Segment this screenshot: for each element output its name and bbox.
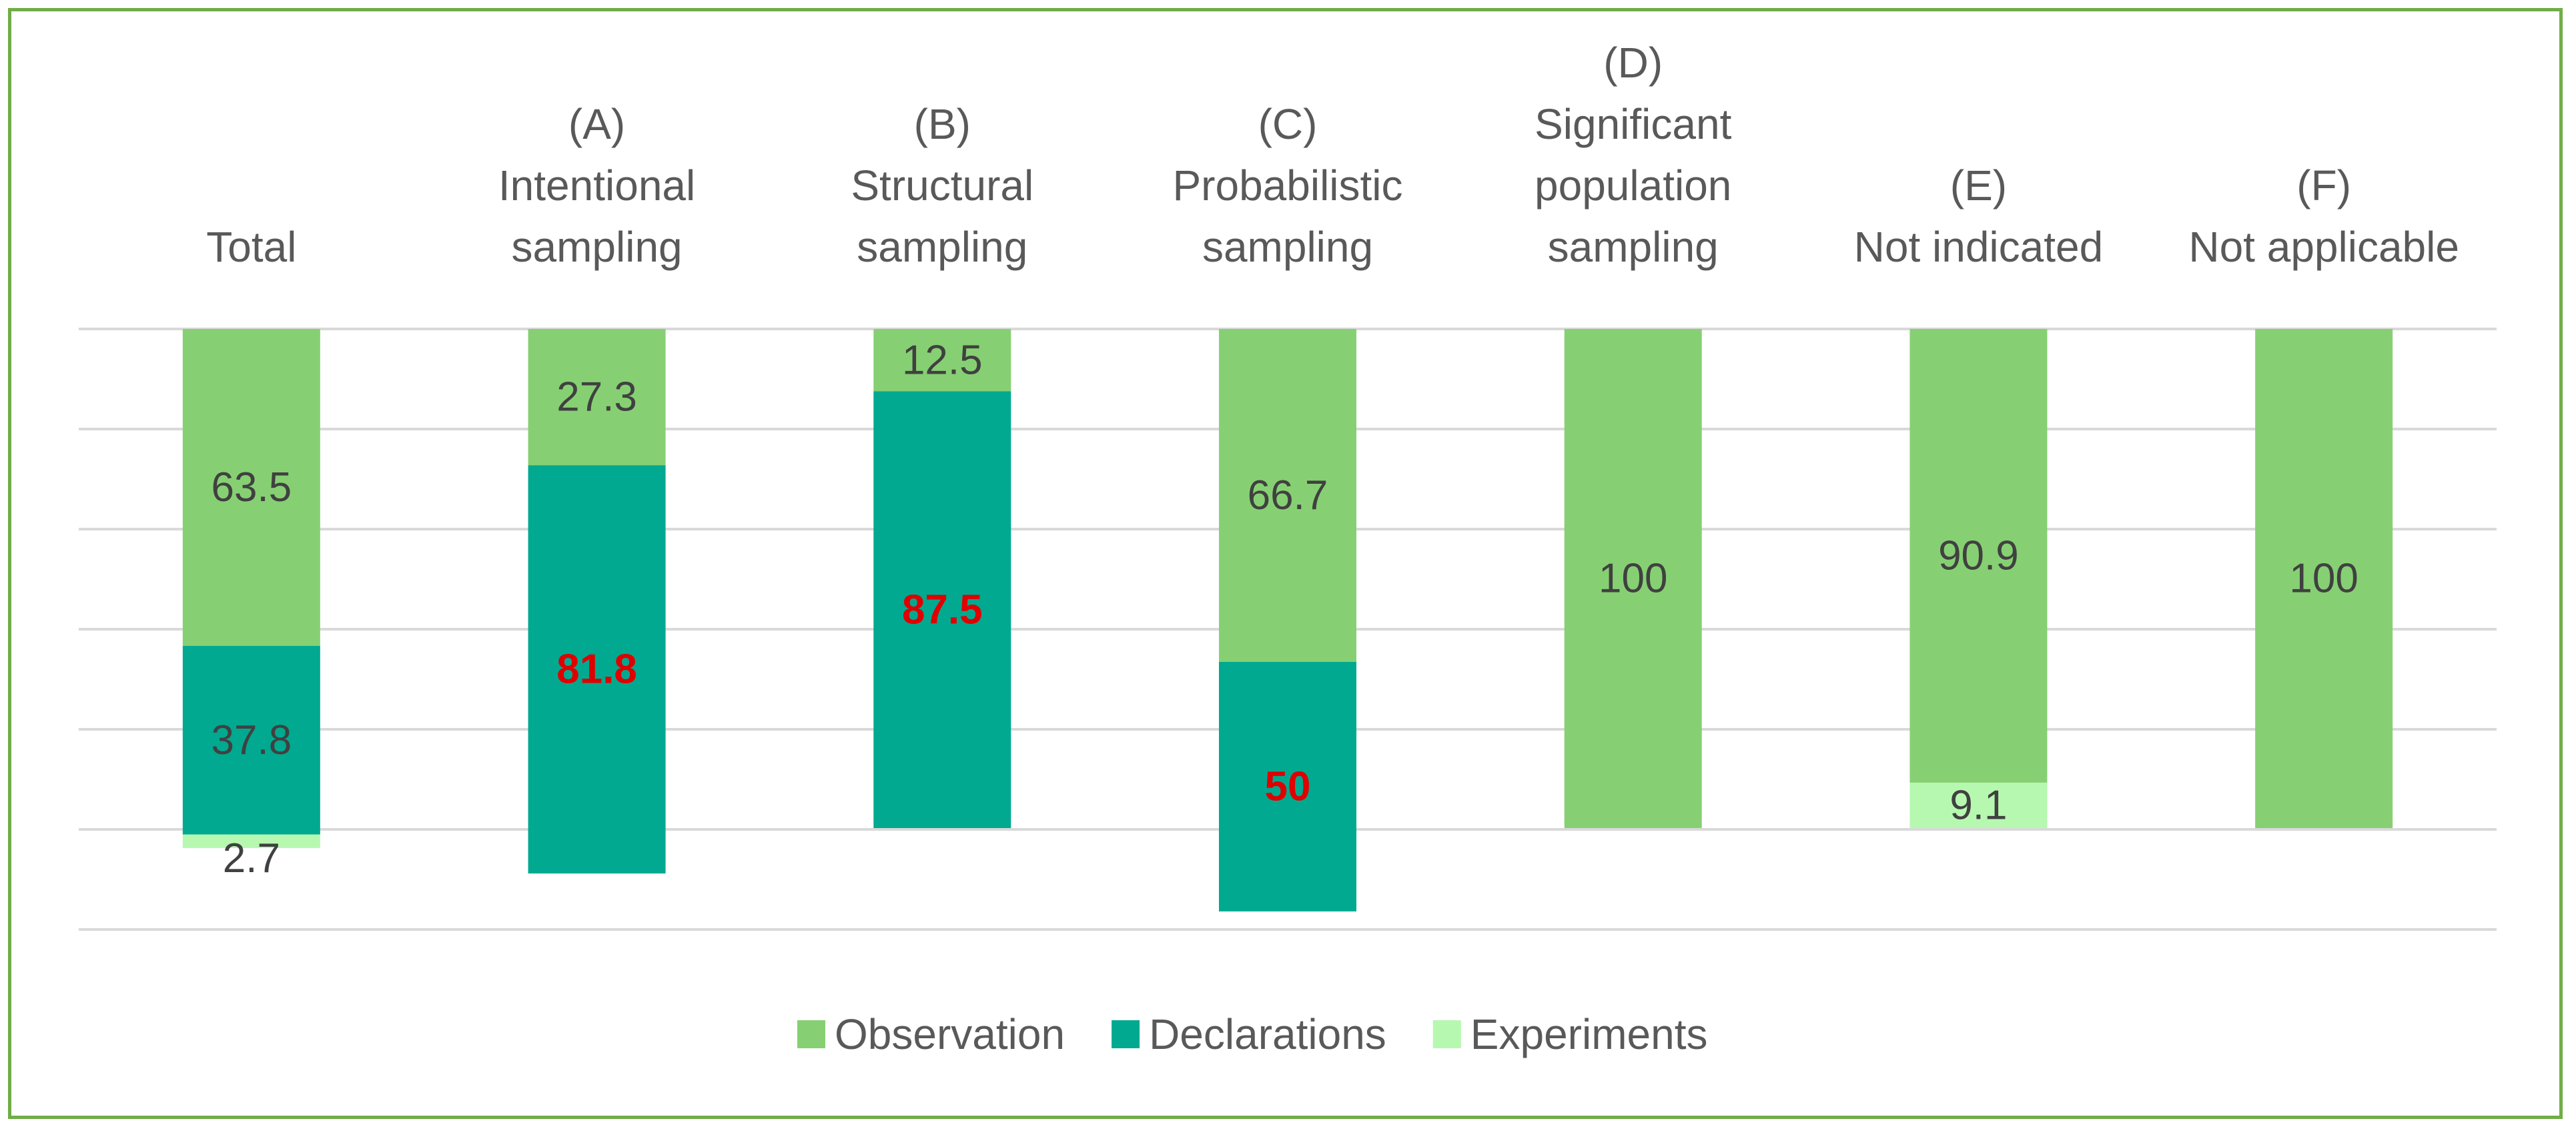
bar-experiments: [182, 834, 320, 848]
category-label: population: [1535, 161, 1731, 210]
data-labels: 63.5 37.8 2.7 27.3 81.8 12.5 87.5 66.7 50 100 90.9…: [211, 337, 2358, 881]
category-label: sampling: [1202, 223, 1373, 271]
category-label: (A): [568, 100, 625, 148]
bar-observation: [1219, 329, 1356, 662]
category-label: sampling: [512, 223, 683, 271]
bar-experiments: [1909, 782, 2048, 828]
bar-observation: [1564, 329, 1702, 828]
data-label: 9.1: [1950, 782, 2007, 828]
data-label: 37.8: [211, 717, 292, 763]
data-label: 90.9: [1938, 532, 2019, 579]
data-label: 100: [2289, 556, 2358, 602]
legend-swatch-declarations: [1112, 1020, 1140, 1048]
data-label: 63.5: [211, 464, 292, 510]
category-label: (C): [1258, 100, 1318, 148]
bar-observation: [1909, 329, 2048, 783]
bar-observation: [182, 329, 320, 646]
data-label: 100: [1599, 556, 1667, 602]
bar-observation: [528, 329, 666, 466]
category-label: (F): [2296, 161, 2351, 210]
category-label: Intentional: [498, 161, 695, 210]
category-label: sampling: [857, 223, 1027, 271]
category-label: Structural: [851, 161, 1033, 210]
category-label: Not applicable: [2188, 223, 2459, 271]
category-label: sampling: [1548, 223, 1719, 271]
bar-declarations: [182, 645, 320, 835]
bar-declarations: [873, 391, 1011, 828]
legend-label-observation: Observation: [835, 1010, 1065, 1058]
category-label: Significant: [1535, 100, 1732, 148]
data-label: 81.8: [556, 647, 637, 693]
legend-swatch-experiments: [1432, 1020, 1461, 1048]
data-label: 27.3: [556, 374, 637, 420]
data-label: 2.7: [223, 835, 280, 881]
category-label: (B): [914, 100, 971, 148]
category-labels: Total (A) Intentional sampling (B) Structural…: [206, 39, 2459, 271]
bar-observation: [873, 329, 1011, 392]
category-label: Probabilistic: [1172, 161, 1402, 210]
data-label: 50: [1265, 763, 1311, 809]
legend-swatch-observation: [797, 1020, 825, 1048]
bar-declarations: [1219, 661, 1356, 911]
legend-label-experiments: Experiments: [1470, 1010, 1708, 1058]
legend-label-declarations: Declarations: [1149, 1010, 1386, 1058]
data-label: 87.5: [902, 587, 983, 633]
legend: Observation Declarations Experiments: [797, 1010, 1707, 1058]
bar-observation: [2255, 329, 2393, 828]
bars: [182, 329, 2393, 911]
category-label: (D): [1603, 39, 1663, 87]
category-label: Not indicated: [1854, 223, 2104, 271]
category-label: Total: [206, 223, 296, 271]
bar-declarations: [528, 465, 666, 874]
data-label: 66.7: [1248, 472, 1328, 518]
data-label: 12.5: [902, 337, 983, 383]
category-label: (E): [1950, 161, 2007, 210]
